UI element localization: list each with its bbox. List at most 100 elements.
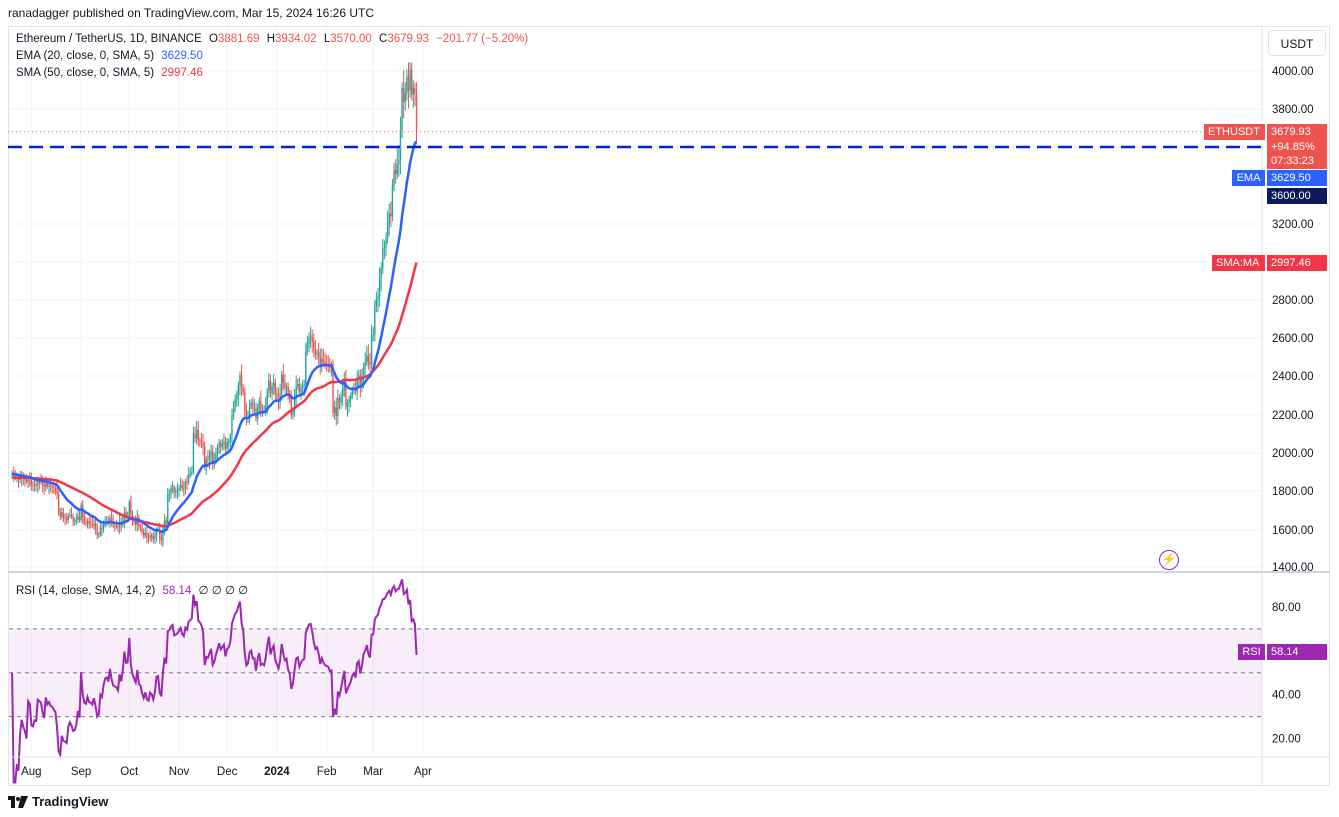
candle-body [263,409,265,411]
candle-body [33,484,36,486]
candle-body [91,524,94,526]
candle-body [65,518,68,520]
candle-body [142,532,145,536]
legend-ohlc: Ethereum / TetherUS, 1D, BINANCE O3881.6… [16,33,532,45]
sma-tag: SMA:MA [1212,255,1265,271]
time-tick-label: Mar [363,766,383,778]
candle-body [115,525,118,527]
time-tick-label: Dec [217,766,238,778]
candle-body [383,248,386,250]
candle-body [268,380,270,391]
tradingview-brand[interactable]: TradingView [8,794,108,809]
candle-body [53,486,55,488]
candle-body [295,385,297,399]
candle-body [313,341,315,350]
candle-body [152,536,155,540]
candle-body [232,407,235,416]
ethusdt-countdown-label: 07:33:23 [1267,153,1327,169]
candle-body [69,514,71,516]
candle-body [317,352,320,357]
rsi-price-label: 58.14 [1267,644,1327,660]
candle-body [386,223,389,239]
candle-body [80,504,82,521]
candle-body [338,398,341,403]
candle-body [194,433,196,439]
candle-body [380,267,382,279]
candle-body [212,451,214,463]
price-tick-label: 1800.00 [1272,486,1314,498]
candle-body [208,455,211,461]
candle-body [266,390,268,404]
candle-body [117,526,119,528]
candle-body [374,307,376,335]
candle-body [93,523,95,526]
legend-rsi-extra: ∅ ∅ ∅ ∅ [198,585,249,597]
candle-body [340,396,342,403]
candle-body [377,295,379,300]
candle-body [77,516,79,520]
candle-body [290,399,293,415]
candle-body [276,394,278,398]
candle-body [128,501,130,517]
candle-body [151,535,153,537]
candle-body [311,336,313,342]
legend-low: 3570.00 [330,33,372,45]
candle-body [159,529,161,539]
price-tick-label: 2200.00 [1272,410,1314,422]
candle-body [167,494,169,524]
ethusdt-tag: ETHUSDT [1204,124,1265,140]
legend-h-key: H [266,33,276,45]
candle-body [130,501,132,515]
candle-body [191,472,193,474]
lightning-alert-icon[interactable]: ⚡ [1159,550,1179,570]
candle-body [414,88,416,94]
candle-body [285,386,288,389]
legend-ema-label: EMA (20, close, 0, SMA, 5) [16,50,155,62]
candle-body [178,488,180,491]
candle-body [173,487,175,493]
time-tick-label: Aug [21,766,41,778]
candle-body [223,441,225,444]
candle-body [306,344,309,352]
legend-o-key: O [208,33,218,45]
candle-body [160,538,163,541]
candle-body [49,485,52,487]
rsi-line [11,579,418,784]
candle-body [184,481,187,489]
legend-high: 3934.02 [275,33,317,45]
currency-unit-button[interactable]: USDT [1268,30,1326,56]
candle-body [195,430,198,439]
candle-body [75,519,77,521]
time-tick-label: Apr [414,766,432,778]
candle-body [62,512,65,518]
candle-body [220,442,222,447]
candle-body [358,375,360,378]
ema-price-label: 3629.50 [1267,170,1327,186]
publisher-caption: ranadagger published on TradingView.com,… [8,6,375,20]
candle-body [205,459,207,468]
candle-body [234,399,236,408]
candle-body [407,76,410,91]
candle-body [361,378,363,387]
candle-body [139,526,142,528]
candle-body [30,478,33,486]
candle-body [366,355,368,363]
rsi-tick-label: 40.00 [1272,690,1301,702]
candle-body [406,76,408,94]
price-tick-label: 2600.00 [1272,333,1314,345]
candle-body [348,399,350,403]
candle-body [181,485,183,488]
candle-body [356,377,358,392]
candle-body [51,486,53,488]
candle-body [367,355,370,363]
candle-body [189,473,191,475]
candle-body [163,520,166,530]
legend-symbol: Ethereum / TetherUS, 1D, BINANCE [16,33,202,45]
candle-body [88,520,90,525]
time-tick-label: 2024 [264,766,290,778]
candle-body [393,170,395,186]
legend-ema-value: 3629.50 [161,50,203,62]
candle-body [192,433,195,472]
candle-body [67,515,69,520]
